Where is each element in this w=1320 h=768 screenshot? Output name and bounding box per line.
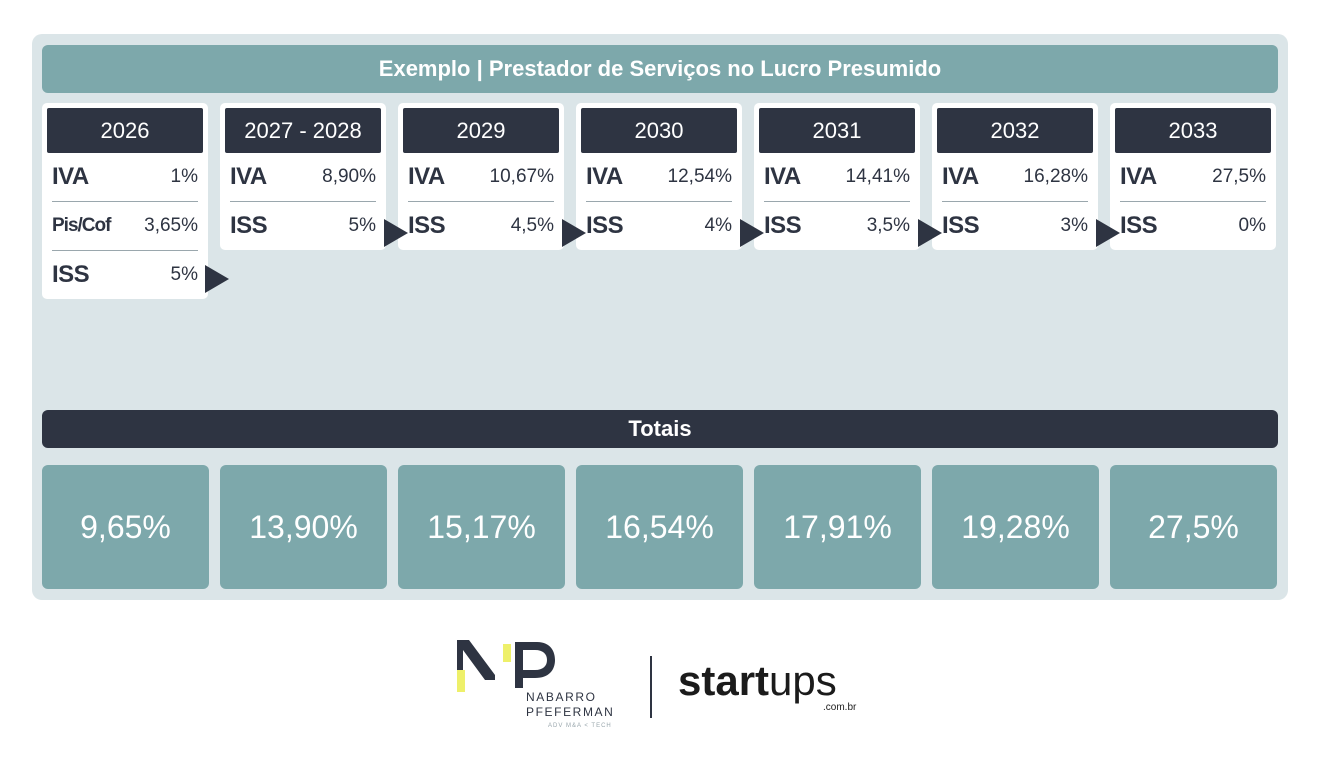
page-title: Exemplo | Prestador de Serviços no Lucro… [42,45,1278,93]
rate-row: IVA 1% [52,153,198,202]
total-value: 17,91% [754,465,921,589]
rate-label: ISS [764,212,802,239]
flow-arrow-icon [562,219,586,247]
rate-label: IVA [942,163,979,190]
total-value: 9,65% [42,465,209,589]
rate-row: IVA 27,5% [1120,153,1266,202]
rate-row: ISS 4% [586,202,732,250]
rate-value: 1% [170,166,198,187]
logo-divider [650,656,652,718]
rate-label: IVA [52,163,89,190]
rate-value: 3% [1060,215,1088,236]
logo-tagline: ADV M&A < TECH [548,723,612,729]
rate-row: ISS 0% [1120,202,1266,250]
rate-label: IVA [764,163,801,190]
total-value: 16,54% [576,465,743,589]
rate-label: Pis/Cof [52,215,111,236]
year-header: 2026 [47,108,203,153]
rate-label: ISS [1120,212,1158,239]
flow-arrow-icon [1096,219,1120,247]
year-card-2029: 2029 IVA 10,67% ISS 4,5% [398,103,564,250]
startups-logo: startups [678,656,837,706]
rate-row: IVA 8,90% [230,153,376,202]
year-card-2030: 2030 IVA 12,54% ISS 4% [576,103,742,250]
rate-value: 12,54% [667,166,732,187]
total-value: 27,5% [1110,465,1277,589]
rate-label: ISS [52,261,90,288]
flow-arrow-icon [205,265,229,293]
rate-value: 5% [348,215,376,236]
flow-arrow-icon [384,219,408,247]
logo-part: start [678,657,770,704]
rate-label: IVA [1120,163,1157,190]
rate-row: ISS 5% [230,202,376,250]
logo-part: ups [769,657,837,704]
rate-value: 10,67% [489,166,554,187]
rate-value: 4% [704,215,732,236]
rate-label: ISS [408,212,446,239]
year-header: 2031 [759,108,915,153]
rate-value: 0% [1238,215,1266,236]
total-value: 15,17% [398,465,565,589]
nabarro-pfeferman-wordmark: NABARRO PFEFERMAN [526,690,614,720]
year-header: 2033 [1115,108,1271,153]
logo-line: PFEFERMAN [526,705,615,719]
year-header: 2029 [403,108,559,153]
rate-row: Pis/Cof 3,65% [52,202,198,251]
rate-row: IVA 10,67% [408,153,554,202]
year-card-2032: 2032 IVA 16,28% ISS 3% [932,103,1098,250]
rate-label: IVA [230,163,267,190]
year-header: 2030 [581,108,737,153]
nabarro-pfeferman-logo-icon [457,640,555,692]
rate-value: 3,5% [866,215,910,236]
totals-header: Totais [42,410,1278,448]
rate-label: ISS [230,212,268,239]
rate-row: IVA 12,54% [586,153,732,202]
rate-row: ISS 3,5% [764,202,910,250]
rate-value: 14,41% [845,166,910,187]
logo-line: NABARRO [526,690,597,704]
logo-suffix: .com.br [823,702,857,713]
rate-value: 16,28% [1023,166,1088,187]
year-header: 2032 [937,108,1093,153]
rate-value: 3,65% [144,215,198,236]
rate-label: IVA [408,163,445,190]
rate-row: IVA 14,41% [764,153,910,202]
rate-value: 5% [170,264,198,285]
rate-label: IVA [586,163,623,190]
rate-label: ISS [942,212,980,239]
rate-row: ISS 5% [52,251,198,299]
year-card-2033: 2033 IVA 27,5% ISS 0% [1110,103,1276,250]
rate-value: 4,5% [510,215,554,236]
rate-label: ISS [586,212,624,239]
total-value: 19,28% [932,465,1099,589]
rate-value: 27,5% [1212,166,1266,187]
year-card-2027-2028: 2027 - 2028 IVA 8,90% ISS 5% [220,103,386,250]
rate-row: ISS 3% [942,202,1088,250]
year-card-2031: 2031 IVA 14,41% ISS 3,5% [754,103,920,250]
flow-arrow-icon [740,219,764,247]
total-value: 13,90% [220,465,387,589]
rate-row: IVA 16,28% [942,153,1088,202]
year-card-2026: 2026 IVA 1% Pis/Cof 3,65% ISS 5% [42,103,208,299]
rate-row: ISS 4,5% [408,202,554,250]
flow-arrow-icon [918,219,942,247]
rate-value: 8,90% [322,166,376,187]
year-header: 2027 - 2028 [225,108,381,153]
